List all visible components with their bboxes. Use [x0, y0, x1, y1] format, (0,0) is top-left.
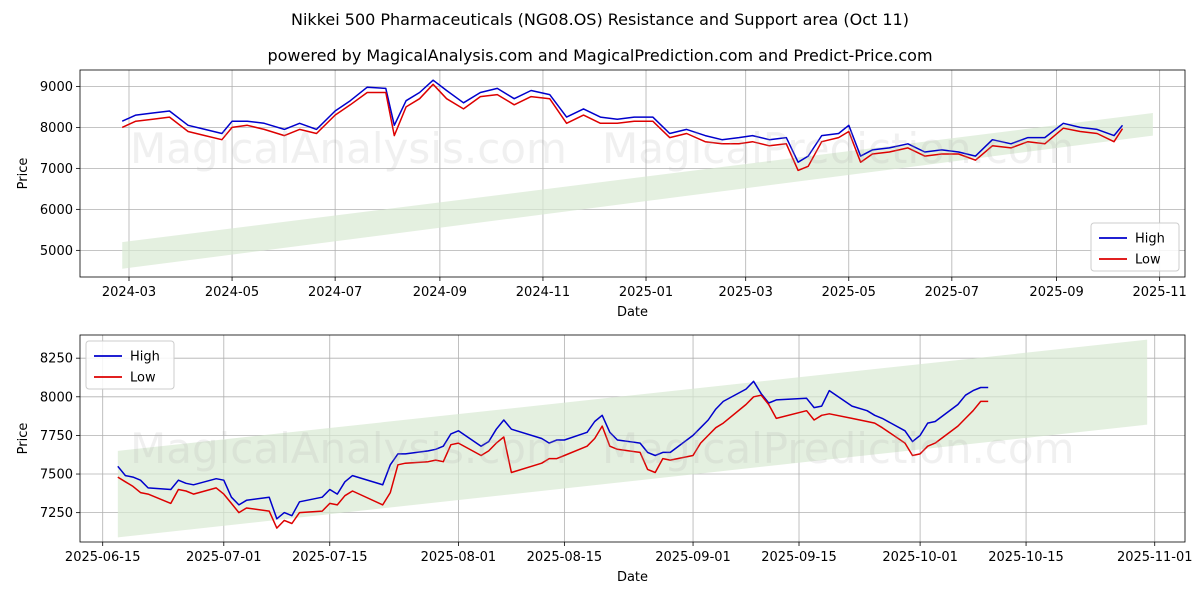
panel1-x-tick-label: 2024-09 — [413, 285, 467, 300]
panel1-y-tick-label: 8000 — [40, 121, 73, 136]
panel1-legend-high-label: High — [1135, 232, 1165, 247]
panel1-legend-low-label: Low — [1135, 253, 1161, 268]
panel2-x-tick-label: 2025-07-15 — [292, 550, 368, 565]
panel1-y-tick-label: 9000 — [40, 80, 73, 95]
panel2-x-tick-label: 2025-09-01 — [655, 550, 731, 565]
watermark-prediction-bottom: MagicalPrediction.com — [602, 424, 1075, 473]
panel2-x-tick-label: 2025-08-15 — [527, 550, 603, 565]
panel2-x-tick-label: 2025-09-15 — [761, 550, 837, 565]
panel1-y-axis-label: Price — [16, 158, 31, 190]
panel1-low-series-line — [121, 83, 1124, 172]
panel2-x-tick-label: 2025-11-01 — [1117, 550, 1193, 565]
panel2-legend-low-label: Low — [130, 371, 156, 386]
panel2-x-tick-label: 2025-10-15 — [988, 550, 1064, 565]
panel1-x-tick-label: 2025-05 — [822, 285, 876, 300]
panel1-x-tick-label: 2024-11 — [516, 285, 570, 300]
panel2-x-axis-label: Date — [617, 570, 648, 585]
panel1-y-tick-label: 6000 — [40, 203, 73, 218]
watermark-analysis-bottom: MagicalAnalysis.com — [130, 424, 567, 473]
panel1-axes-frame — [79, 69, 1186, 278]
watermark-analysis-top: MagicalAnalysis.com — [130, 124, 567, 173]
panel2-y-tick-label: 8250 — [40, 352, 73, 367]
panel1-x-tick-label: 2025-01 — [619, 285, 673, 300]
panel2-high-series-line — [117, 380, 989, 520]
chart-title: Nikkei 500 Pharmaceuticals (NG08.OS) Res… — [291, 10, 909, 29]
panel2-x-tick-label: 2025-10-01 — [882, 550, 958, 565]
panel1-x-tick-label: 2025-07 — [925, 285, 979, 300]
panel1-x-tick-label: 2024-05 — [205, 285, 259, 300]
panel1-x-axis-label: Date — [617, 305, 648, 320]
panel1-y-tick-label: 5000 — [40, 244, 73, 259]
panel2-x-tick-label: 2025-08-01 — [421, 550, 497, 565]
panel2-x-tick-label: 2025-06-15 — [65, 550, 141, 565]
panel1-y-tick-label: 7000 — [40, 162, 73, 177]
panel1-high-series-line — [121, 79, 1124, 163]
panel2-axes-frame — [79, 334, 1186, 543]
panel1-support-resistance-band — [122, 113, 1153, 269]
panel1-x-tick-label: 2025-11 — [1132, 285, 1186, 300]
panel2-legend-high-label: High — [130, 350, 160, 365]
panel2-support-resistance-band — [117, 339, 1148, 538]
panel1-x-tick-label: 2024-03 — [102, 285, 156, 300]
chart-subtitle: powered by MagicalAnalysis.com and Magic… — [267, 46, 933, 65]
panel2-x-tick-label: 2025-07-01 — [186, 550, 262, 565]
panel1-x-tick-label: 2025-03 — [719, 285, 773, 300]
panel2-y-tick-label: 8000 — [40, 390, 73, 405]
panel1-x-tick-label: 2025-09 — [1029, 285, 1083, 300]
watermark-prediction-top: MagicalPrediction.com — [602, 124, 1075, 173]
panel2-y-axis-label: Price — [16, 423, 31, 455]
panel2-y-tick-label: 7250 — [40, 506, 73, 521]
panel1-x-tick-label: 2024-07 — [308, 285, 362, 300]
panel2-y-tick-label: 7750 — [40, 429, 73, 444]
panel2-y-tick-label: 7500 — [40, 468, 73, 483]
panel2-low-series-line — [117, 394, 989, 529]
